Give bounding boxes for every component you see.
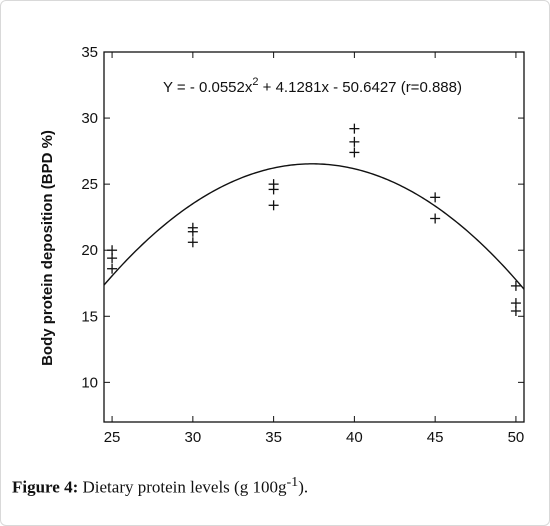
data-point [510, 280, 521, 291]
figure-caption: Figure 4: Dietary protein levels (g 100g… [12, 474, 308, 498]
y-tick-label: 25 [81, 176, 98, 193]
data-point [107, 263, 118, 274]
y-tick-label: 35 [81, 44, 98, 61]
fit-curve-layer [103, 163, 525, 290]
x-tick-label: 35 [265, 429, 282, 446]
data-point [430, 192, 441, 203]
data-point [430, 213, 441, 224]
data-point [268, 184, 279, 195]
data-point [510, 306, 521, 316]
data-point [349, 147, 360, 158]
y-tick-label: 20 [81, 242, 98, 259]
x-tick-label: 45 [427, 429, 444, 446]
scatter-chart: 25 30 35 40 45 50 10 15 20 25 30 35 Y = - 0.0552x2 … [39, 44, 525, 446]
data-point [349, 136, 360, 147]
plot-frame [103, 51, 525, 423]
y-tick-label: 10 [81, 374, 98, 391]
data-point [349, 123, 360, 134]
caption-superscript: -1 [286, 474, 299, 490]
plot-area [103, 51, 525, 423]
caption-text: Dietary protein levels (g 100g [78, 477, 287, 497]
caption-text-end: ). [298, 477, 309, 497]
data-points-layer [107, 123, 521, 316]
regression-equation: Y = - 0.0552x2 + 4.1281x - 50.6427 (r=0.… [163, 76, 462, 96]
data-point [107, 253, 118, 264]
data-point [187, 226, 198, 237]
axis-ticks-layer: 25 30 35 40 45 50 10 15 20 25 30 35 [81, 44, 524, 446]
caption-label: Figure 4: [12, 477, 79, 497]
x-tick-label: 25 [104, 429, 121, 446]
fit-curve [103, 163, 525, 290]
data-point [268, 200, 279, 211]
x-tick-label: 40 [346, 429, 363, 446]
equation-suffix: + 4.1281x - 50.6427 (r=0.888) [259, 79, 462, 96]
equation-prefix: Y = - 0.0552x [163, 79, 253, 96]
y-axis-label: Body protein deposition (BPD %) [39, 130, 56, 366]
x-tick-label: 30 [185, 429, 202, 446]
data-point [187, 237, 198, 248]
y-tick-label: 30 [81, 110, 98, 127]
y-tick-label: 15 [81, 308, 98, 325]
equation-exponent: 2 [252, 76, 258, 88]
x-tick-label: 50 [508, 429, 525, 446]
